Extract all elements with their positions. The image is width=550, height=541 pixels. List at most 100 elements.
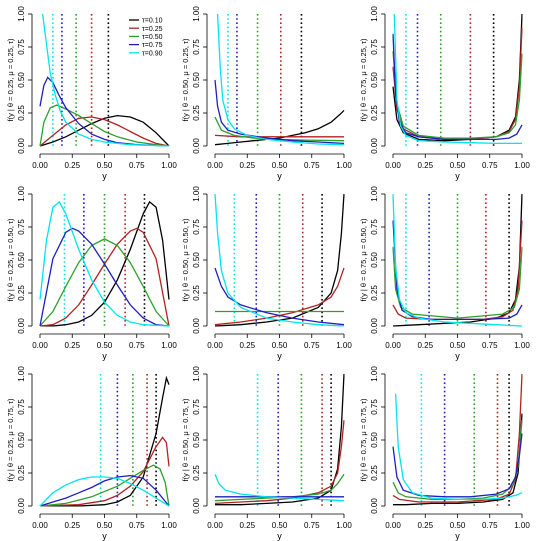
series-line-tau-2 — [39, 116, 170, 147]
y-tick-label: 1.00 — [370, 6, 379, 22]
y-tick-label: 1.00 — [192, 186, 201, 202]
series-line-tau-4 — [39, 227, 170, 327]
y-tick-label: 0.75 — [370, 39, 379, 55]
y-tick-label: 1.00 — [370, 186, 379, 202]
series-line-tau-1 — [392, 13, 523, 142]
series-line-tau-5 — [392, 193, 523, 327]
x-tick-label: 0.00 — [32, 161, 48, 170]
y-tick-label: 0.00 — [17, 498, 26, 514]
series-line-tau-1 — [40, 375, 170, 507]
series-line-tau-3 — [39, 104, 170, 147]
curves — [214, 13, 345, 146]
legend-label-tau-5: τ=0.90 — [142, 50, 163, 57]
y-axis-title: f(y | θ = 0.75, μ = 0.50, τ) — [359, 218, 368, 302]
x-tick-label: 1.00 — [514, 341, 530, 350]
x-tick-label: 1.00 — [336, 341, 352, 350]
y-tick-label: 0.50 — [370, 432, 379, 448]
x-tick-label: 0.25 — [417, 161, 433, 170]
x-tick-label: 0.00 — [385, 161, 401, 170]
x-axis-title: y — [102, 171, 107, 181]
series-line-tau-1 — [392, 193, 523, 327]
y-tick-label: 0.75 — [192, 39, 201, 55]
x-tick-label: 0.75 — [304, 341, 320, 350]
series-line-tau-2 — [39, 227, 170, 327]
series-line-tau-4 — [39, 76, 170, 147]
x-tick-label: 1.00 — [161, 161, 177, 170]
x-tick-label: 0.50 — [450, 161, 466, 170]
x-tick-label: 0.50 — [97, 341, 113, 350]
y-tick-label: 0.25 — [17, 105, 26, 121]
x-tick-label: 0.00 — [32, 521, 48, 530]
panel-2: 0.00 0.00 0.25 0.25 0.50 0.50 0.75 0.75 1.00 1.00… — [181, 6, 352, 181]
x-tick-label: 0.50 — [450, 341, 466, 350]
x-axis-title: y — [455, 171, 460, 181]
y-tick-label: 0.25 — [17, 465, 26, 481]
x-tick-label: 0.00 — [385, 341, 401, 350]
x-tick-label: 1.00 — [514, 521, 530, 530]
curves — [392, 13, 523, 145]
x-tick-label: 0.25 — [239, 161, 255, 170]
x-tick-label: 0.50 — [272, 341, 288, 350]
series-line-tau-5 — [393, 13, 522, 145]
series-line-tau-3 — [39, 464, 170, 507]
panel-8: 0.00 0.00 0.25 0.25 0.50 0.50 0.75 0.75 1.00 1.00… — [181, 366, 352, 541]
series-line-tau-3 — [392, 420, 523, 501]
y-tick-label: 0.50 — [17, 432, 26, 448]
x-tick-label: 0.25 — [417, 521, 433, 530]
y-tick-label: 1.00 — [17, 6, 26, 22]
y-tick-label: 0.75 — [17, 399, 26, 415]
x-tick-label: 0.75 — [482, 341, 498, 350]
x-tick-label: 0.75 — [482, 521, 498, 530]
y-tick-label: 0.00 — [17, 318, 26, 334]
x-tick-label: 0.50 — [97, 161, 113, 170]
curves — [392, 373, 523, 506]
x-tick-label: 0.75 — [482, 161, 498, 170]
series-line-tau-2 — [214, 134, 344, 138]
curves — [39, 375, 170, 507]
series-line-tau-3 — [214, 473, 345, 502]
y-axis-title: f(y | θ = 0.75, μ = 0.75, τ) — [359, 398, 368, 482]
x-tick-label: 0.00 — [207, 521, 223, 530]
series-line-tau-1 — [215, 373, 345, 506]
panel-9: 0.00 0.00 0.25 0.25 0.50 0.50 0.75 0.75 1.00 1.00… — [359, 366, 530, 541]
series-line-tau-2 — [392, 373, 523, 503]
curves — [39, 200, 170, 327]
series-line-tau-5 — [214, 474, 345, 502]
panel-6: 0.00 0.00 0.25 0.25 0.50 0.50 0.75 0.75 1.00 1.00… — [359, 186, 530, 361]
y-tick-label: 0.25 — [370, 285, 379, 301]
x-tick-label: 1.00 — [161, 521, 177, 530]
series-line-tau-1 — [39, 114, 170, 147]
legend-label-tau-1: τ=0.10 — [142, 18, 163, 25]
x-tick-label: 0.75 — [129, 341, 145, 350]
y-tick-label: 0.50 — [370, 72, 379, 88]
series-line-tau-4 — [214, 267, 345, 326]
y-tick-label: 0.25 — [17, 285, 26, 301]
x-tick-label: 0.00 — [207, 161, 223, 170]
series-line-tau-3 — [214, 116, 345, 142]
y-tick-label: 0.00 — [370, 138, 379, 154]
y-tick-label: 1.00 — [17, 366, 26, 382]
y-axis-title: f(y | θ = 0.50, μ = 0.75, τ) — [181, 398, 190, 482]
x-axis-title: y — [455, 531, 460, 541]
series-line-tau-4 — [392, 433, 523, 498]
y-tick-label: 0.00 — [192, 498, 201, 514]
curves — [214, 373, 345, 506]
series-line-tau-2 — [214, 267, 345, 326]
x-tick-label: 0.50 — [450, 521, 466, 530]
x-tick-label: 1.00 — [336, 521, 352, 530]
legend: τ=0.10τ=0.25τ=0.50τ=0.75τ=0.90 — [129, 18, 163, 57]
curves — [39, 13, 170, 147]
series-line-tau-3 — [392, 50, 523, 139]
y-tick-label: 1.00 — [192, 366, 201, 382]
panel-5: 0.00 0.00 0.25 0.25 0.50 0.50 0.75 0.75 1.00 1.00… — [181, 186, 352, 361]
series-line-tau-5 — [214, 193, 345, 327]
x-tick-label: 0.75 — [129, 521, 145, 530]
series-line-tau-5 — [41, 13, 170, 147]
y-tick-label: 0.25 — [370, 465, 379, 481]
series-line-tau-4 — [214, 79, 345, 145]
legend-label-tau-4: τ=0.75 — [142, 42, 163, 49]
y-tick-label: 0.50 — [192, 252, 201, 268]
curves — [214, 193, 345, 327]
y-tick-label: 0.75 — [192, 219, 201, 235]
series-line-tau-4 — [39, 474, 170, 507]
